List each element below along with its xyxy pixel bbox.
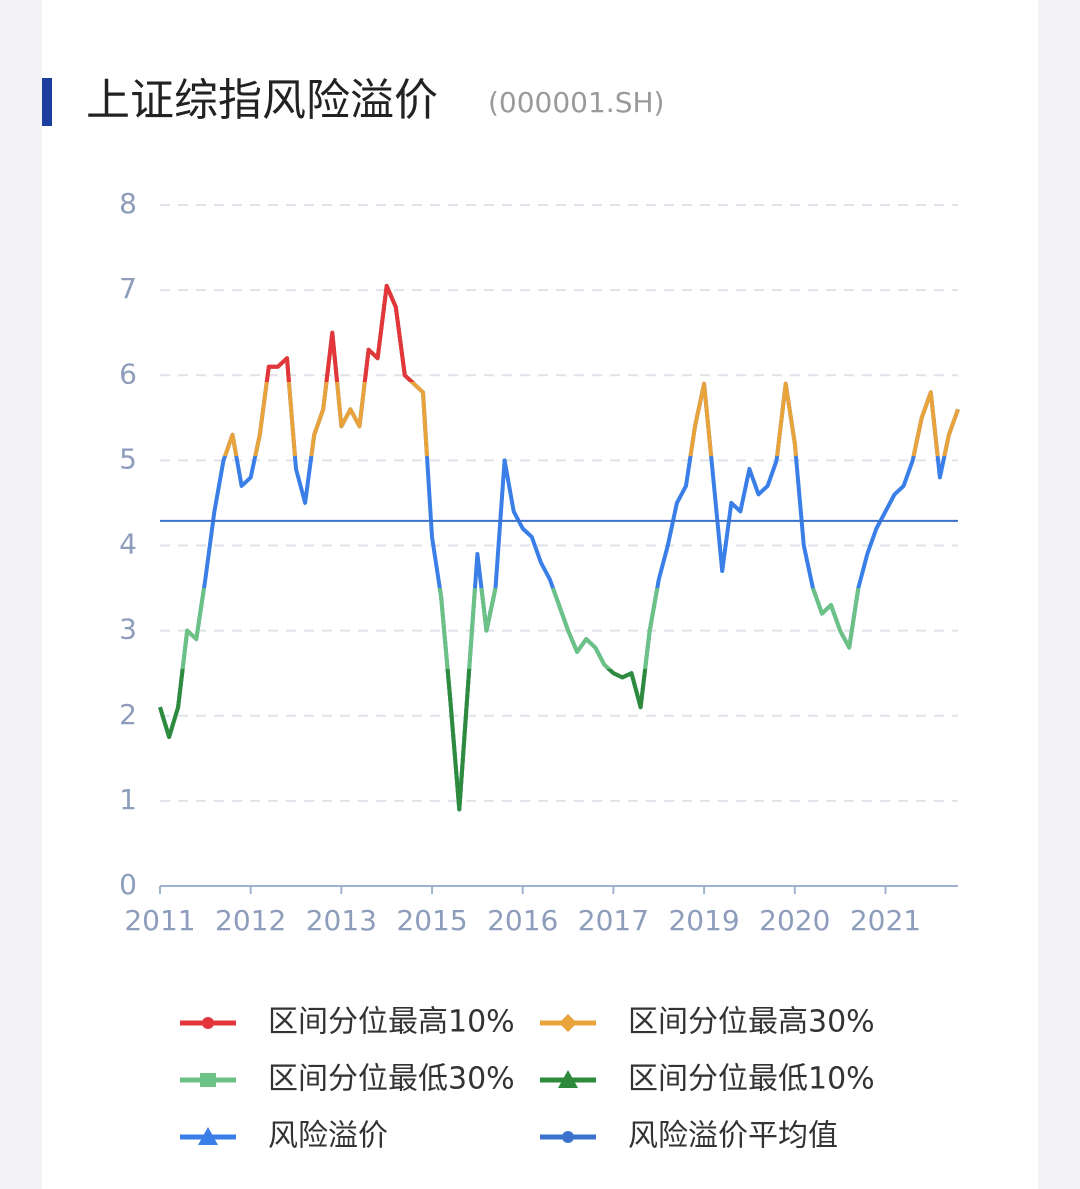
x-tick-label: 2016 <box>487 904 558 937</box>
legend-symbol <box>202 1017 214 1029</box>
legend-label: 风险溢价 <box>268 1119 388 1154</box>
chart-subtitle: (000001.SH) <box>488 86 664 119</box>
y-tick-label: 6 <box>119 357 137 390</box>
x-tick-label: 2017 <box>578 904 649 937</box>
x-tick-label: 2012 <box>215 904 286 937</box>
legend-label: 区间分位最低10% <box>628 1062 875 1097</box>
band-line <box>222 283 960 457</box>
legend-label: 区间分位最高10% <box>268 1005 515 1040</box>
x-tick-label: 2021 <box>850 904 921 937</box>
legend-label: 区间分位最高30% <box>628 1005 875 1040</box>
y-tick-label: 2 <box>119 698 137 731</box>
y-tick-label: 8 <box>119 187 137 220</box>
legend-label: 区间分位最低30% <box>268 1062 515 1097</box>
legend-symbol <box>559 1014 577 1032</box>
title-bar <box>42 78 52 126</box>
legend-label: 风险溢价平均值 <box>628 1119 838 1154</box>
x-tick-label: 2020 <box>759 904 830 937</box>
legend-symbol <box>558 1070 578 1088</box>
band-line <box>158 588 861 812</box>
y-tick-label: 1 <box>119 783 137 816</box>
chart-title: 上证综指风险溢价 <box>86 75 438 126</box>
y-tick-label: 5 <box>119 442 137 475</box>
x-tick-label: 2013 <box>306 904 377 937</box>
y-tick-label: 7 <box>119 272 137 305</box>
x-tick-label: 2019 <box>668 904 739 937</box>
x-tick-label: 2011 <box>124 904 195 937</box>
legend-symbol <box>562 1131 574 1143</box>
card <box>42 0 1038 1189</box>
x-tick-label: 2015 <box>396 904 467 937</box>
y-tick-label: 4 <box>119 528 137 561</box>
y-tick-label: 3 <box>119 613 137 646</box>
legend-symbol <box>198 1127 218 1145</box>
legend-symbol <box>200 1073 216 1087</box>
y-tick-label: 0 <box>119 868 137 901</box>
